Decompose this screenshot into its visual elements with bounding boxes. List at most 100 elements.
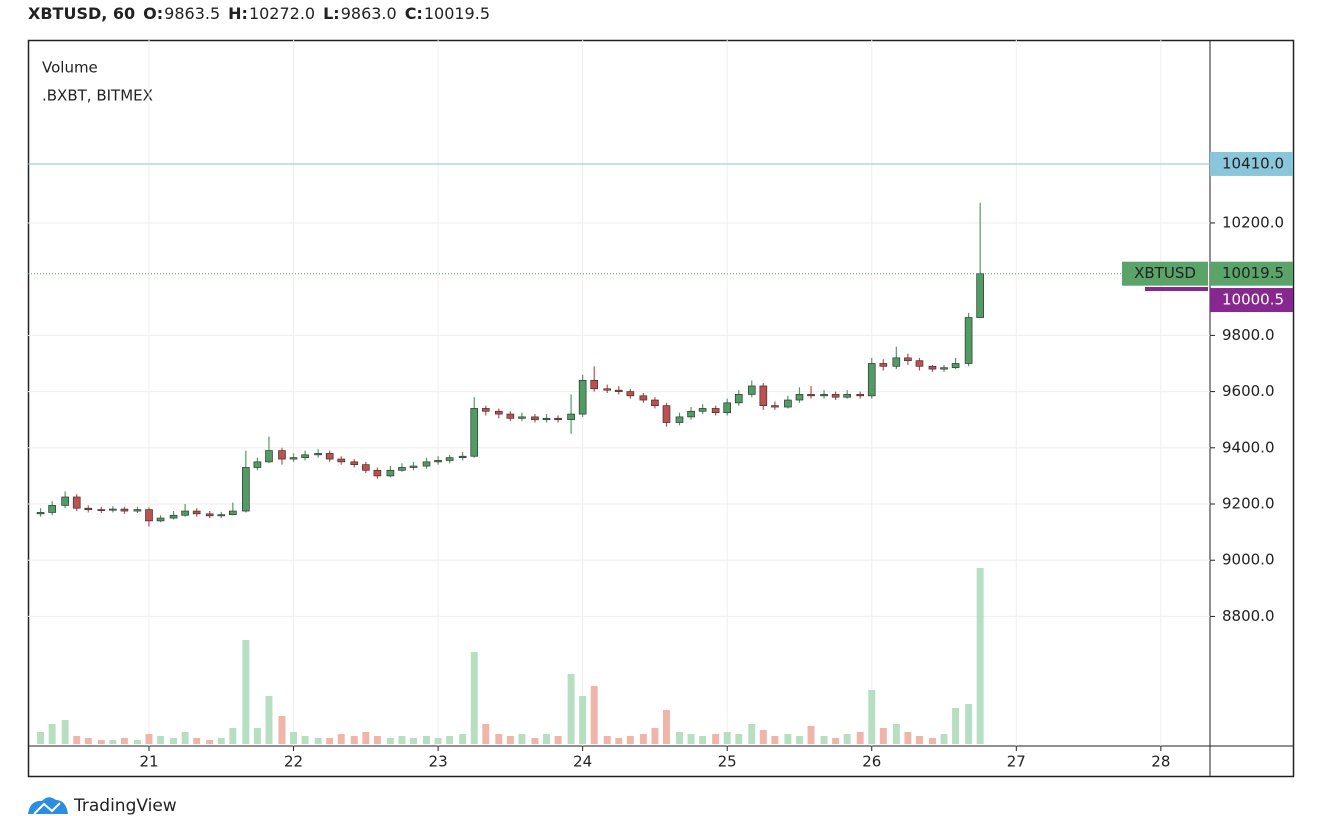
x-tick-label: 21 <box>139 753 158 771</box>
volume-bar <box>879 728 887 744</box>
volume-bar <box>314 738 322 744</box>
volume-bar <box>326 738 334 744</box>
candle-body <box>940 367 948 370</box>
volume-bar <box>157 736 165 744</box>
candle-body <box>831 394 840 398</box>
volume-bar <box>531 738 539 744</box>
volume-bar <box>109 740 117 744</box>
volume-bar <box>807 726 815 744</box>
volume-bar <box>398 736 406 744</box>
volume-bar <box>482 724 490 744</box>
volume-bar <box>796 736 803 744</box>
volume-bar <box>337 734 345 744</box>
candle-body <box>398 467 406 471</box>
candle-body <box>506 413 515 419</box>
candle-body <box>145 509 153 522</box>
y-tick-label: 10200.0 <box>1222 213 1284 231</box>
x-tick-label: 22 <box>284 753 303 771</box>
candle-body <box>928 365 937 370</box>
candle-body <box>542 417 551 421</box>
header: XBTUSD, 60 O:9863.5 H:10272.0 L:9863.0 C:100… <box>28 4 490 23</box>
volume-bar <box>928 738 936 744</box>
volume-bar <box>386 738 394 744</box>
candle-body <box>976 273 984 318</box>
candle-body <box>386 469 395 477</box>
candle-body <box>747 385 756 395</box>
x-tick-label: 25 <box>718 753 737 771</box>
volume-bar <box>735 734 743 744</box>
candle-body <box>181 510 189 516</box>
candle-body <box>361 464 370 471</box>
candle-body <box>554 417 562 421</box>
candle-body <box>72 496 81 509</box>
candle-body <box>133 509 142 512</box>
chart-frame <box>27 39 1295 778</box>
candle-body <box>734 394 743 404</box>
volume-bar <box>820 736 828 744</box>
candle-body <box>675 416 684 423</box>
candle-body <box>531 416 539 421</box>
ohlc-value: 10019.5 <box>424 4 490 23</box>
candle-body <box>578 380 587 415</box>
candle-body <box>614 389 623 392</box>
volume-bar <box>170 738 178 744</box>
volume-bar <box>217 738 225 744</box>
volume-bar <box>856 732 864 744</box>
volume-bar <box>699 736 707 744</box>
volume-bar <box>590 686 598 744</box>
candle-body <box>771 405 779 408</box>
candle-body <box>84 507 93 510</box>
volume-bar <box>229 728 237 744</box>
ma-price-badge <box>1210 288 1293 313</box>
volume-bar <box>84 738 92 744</box>
candle-body <box>639 395 648 401</box>
volume-bar <box>61 720 69 744</box>
last-price-name: XBTUSD <box>1134 264 1196 282</box>
volume-bar <box>120 738 128 744</box>
candle-body <box>253 461 262 468</box>
candle-body <box>278 450 286 460</box>
ohlc-label: C: <box>405 4 423 23</box>
volume-bar <box>651 728 659 744</box>
candle-body <box>567 413 575 421</box>
candle-body <box>843 394 851 398</box>
last-price-label: 10019.5 <box>1222 264 1284 282</box>
candle-body <box>242 467 250 512</box>
candle-body <box>698 408 707 412</box>
candle-body <box>494 410 503 415</box>
candle-body <box>325 453 334 460</box>
candle-body <box>820 394 828 397</box>
ma-price-label: 10000.5 <box>1222 291 1284 309</box>
volume-bar <box>242 640 250 744</box>
volume-bar <box>73 736 81 744</box>
volume-bar <box>446 736 454 744</box>
volume-bar <box>423 736 430 744</box>
candle-body <box>409 465 418 468</box>
volume-bar <box>193 738 201 744</box>
volume-bar <box>603 736 611 744</box>
candle-body <box>651 399 659 406</box>
volume-bar <box>362 732 370 744</box>
volume-bar <box>639 734 647 744</box>
y-tick-label: 9000.0 <box>1222 551 1275 569</box>
candle-body <box>422 461 431 467</box>
logo <box>28 797 68 815</box>
last-price-badge <box>1210 261 1293 286</box>
y-tick-label: 9400.0 <box>1222 438 1275 456</box>
ohlc-value: 10272.0 <box>249 4 315 23</box>
footer-brand: TradingView <box>73 796 177 816</box>
source-label: .BXBT, BITMEX <box>42 87 153 105</box>
volume-bar <box>748 724 756 744</box>
volume-bar <box>626 736 634 744</box>
candle-body <box>784 399 792 408</box>
volume-bar <box>843 734 851 744</box>
volume-bar <box>663 710 670 744</box>
volume-bar <box>37 732 45 744</box>
candle-body <box>458 455 467 458</box>
candle-body <box>229 510 237 516</box>
volume-bar <box>579 696 587 744</box>
candle-body <box>904 357 912 362</box>
x-tick-label: 27 <box>1007 753 1026 771</box>
y-tick-label: 8800.0 <box>1222 607 1275 625</box>
